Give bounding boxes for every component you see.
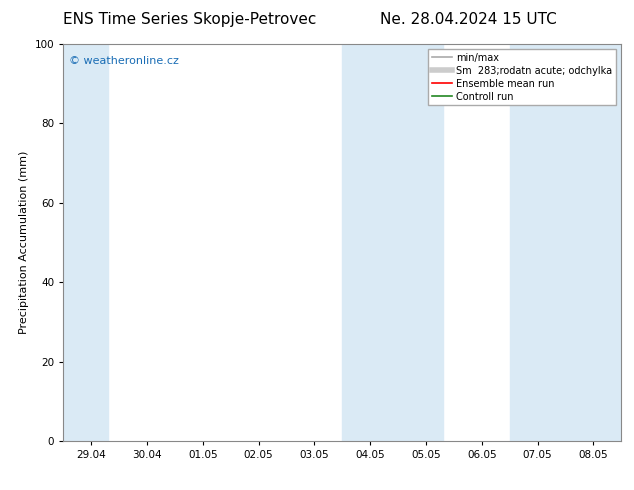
Bar	[510, 44, 621, 441]
Y-axis label: Precipitation Accumulation (mm): Precipitation Accumulation (mm)	[19, 151, 29, 334]
Text: © weatheronline.cz: © weatheronline.cz	[69, 56, 179, 66]
Text: Ne. 28.04.2024 15 UTC: Ne. 28.04.2024 15 UTC	[380, 12, 557, 27]
Bar	[342, 44, 443, 441]
Bar	[63, 44, 108, 441]
Legend: min/max, Sm  283;rodatn acute; odchylka, Ensemble mean run, Controll run: min/max, Sm 283;rodatn acute; odchylka, …	[428, 49, 616, 105]
Text: ENS Time Series Skopje-Petrovec: ENS Time Series Skopje-Petrovec	[63, 12, 317, 27]
